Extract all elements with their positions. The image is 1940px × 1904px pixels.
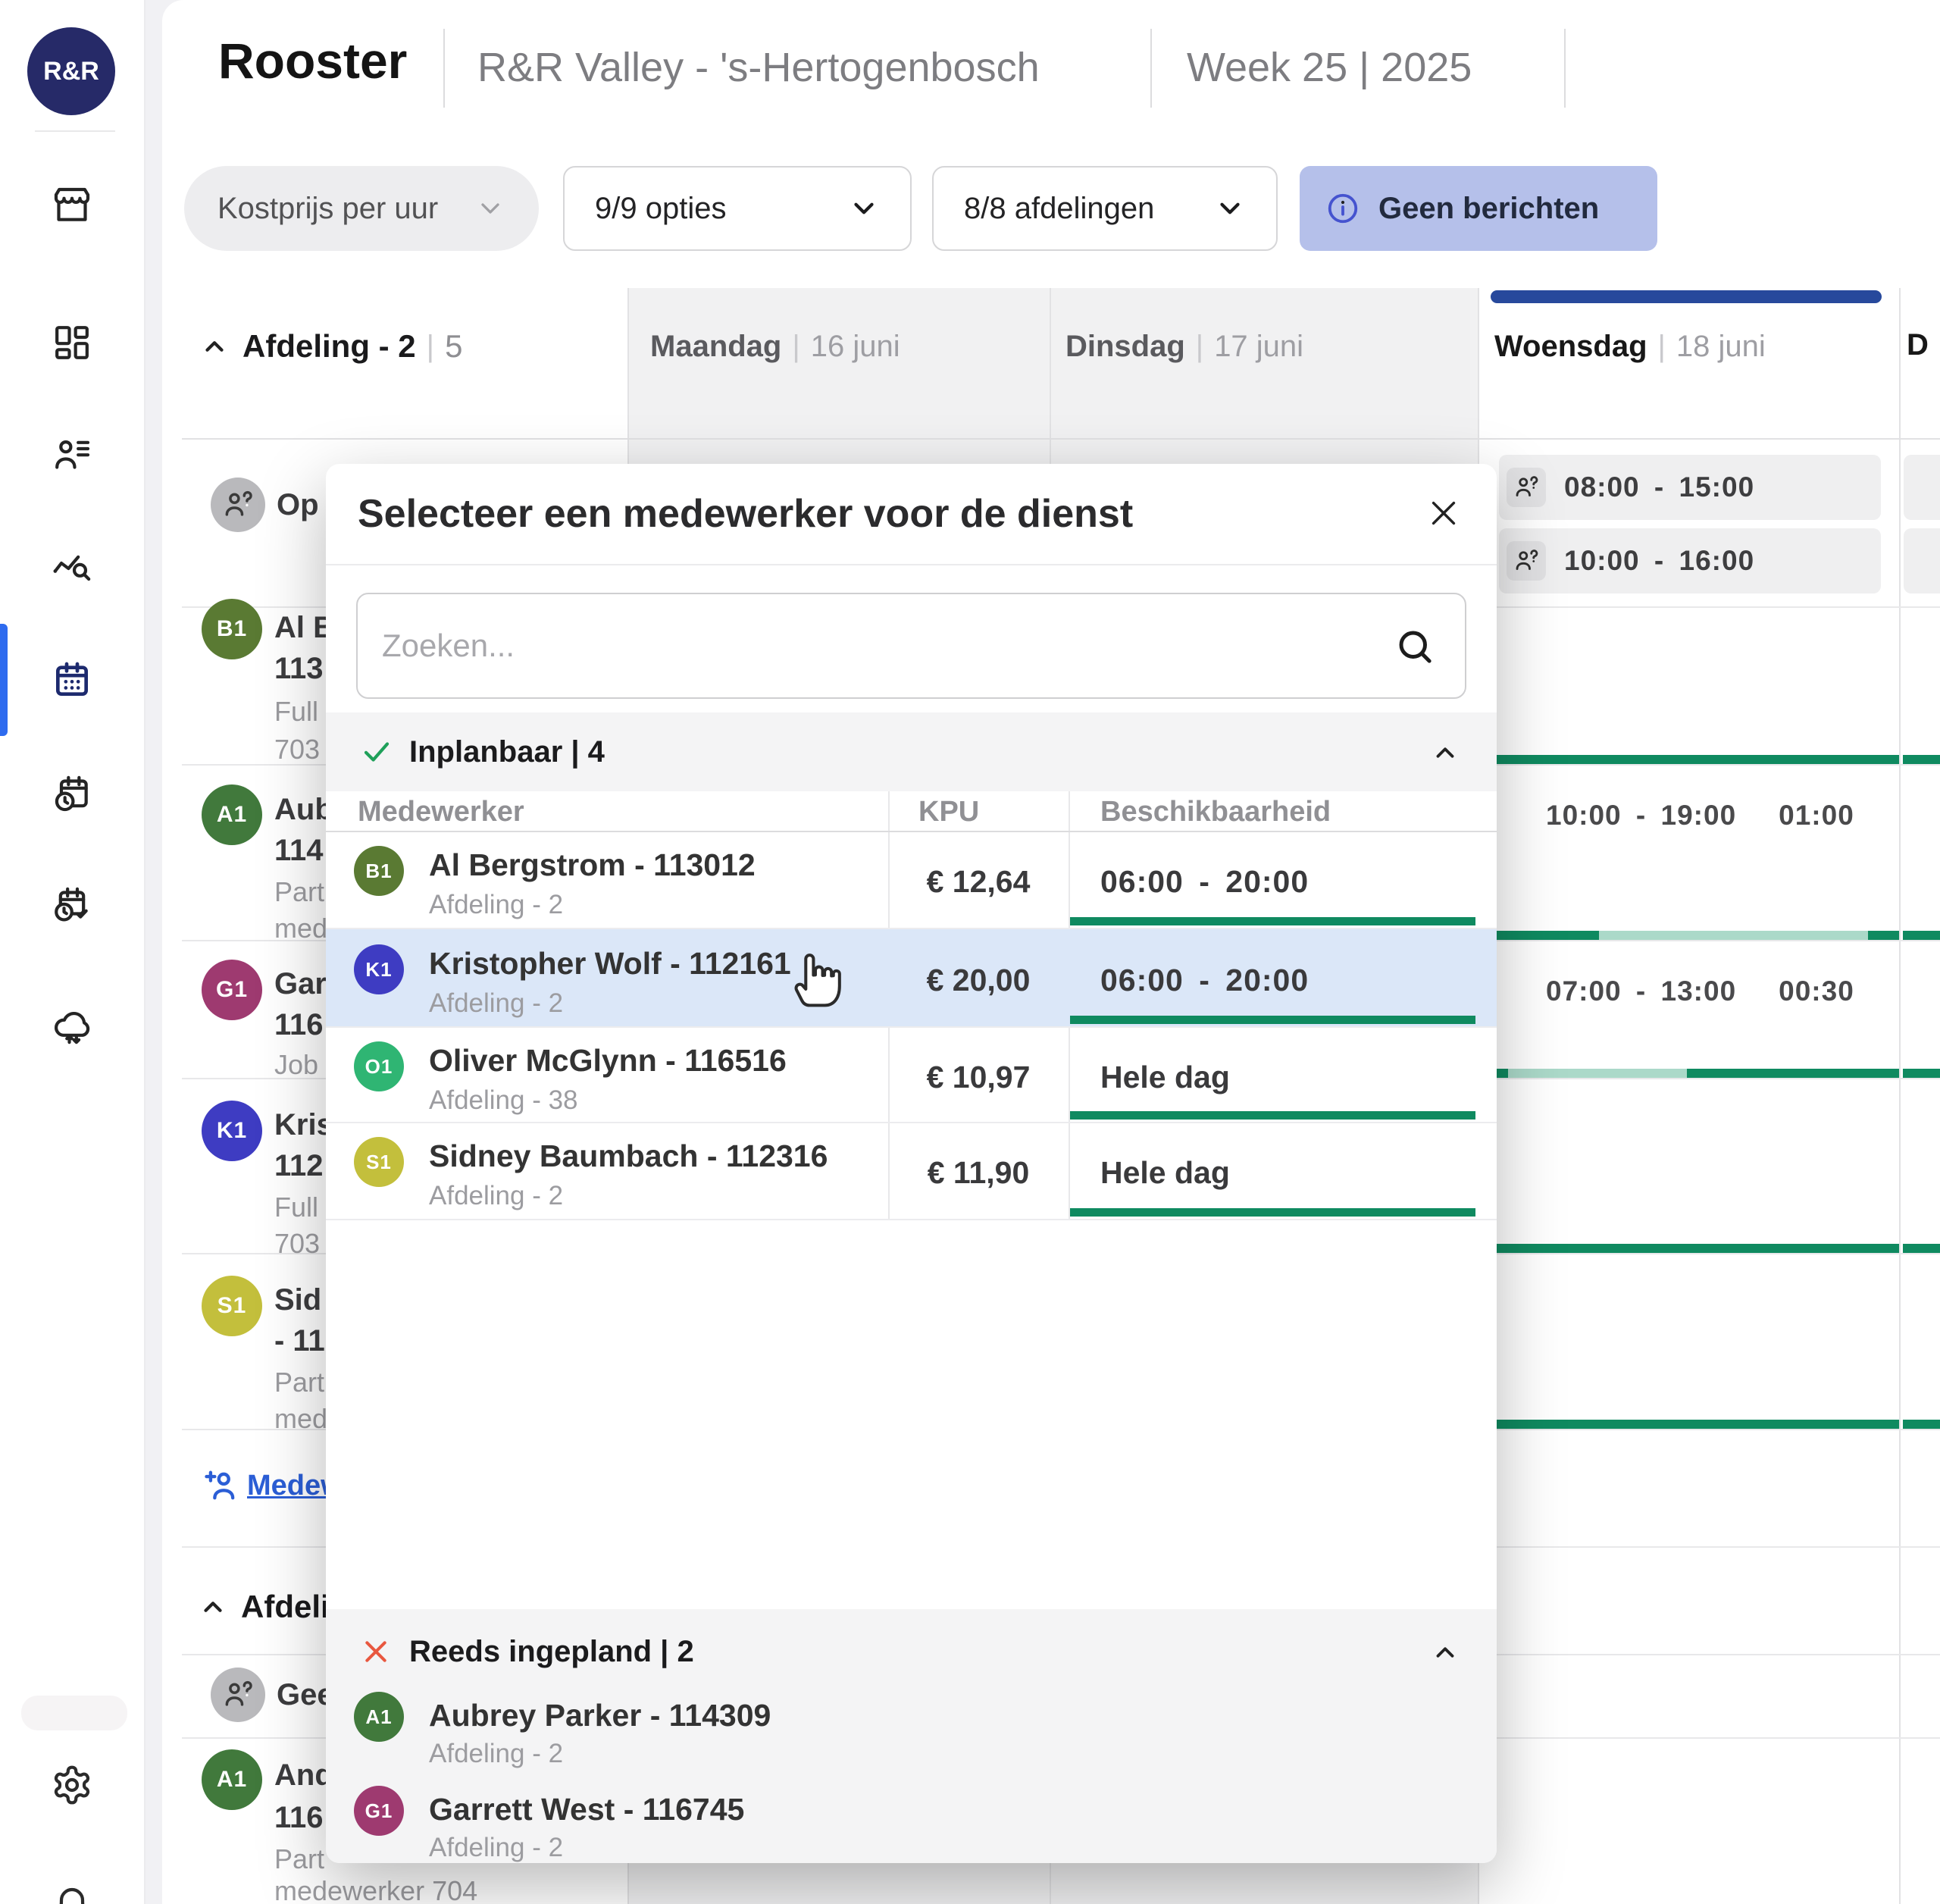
shift-entry[interactable]: 07:00 - 13:00 00:30 bbox=[1546, 975, 1854, 1007]
scheduled-section: Reeds ingepland | 2 A1 Aubrey Parker - 1… bbox=[326, 1609, 1497, 1863]
cost-per-hour-dropdown[interactable]: Kostprijs per uur bbox=[184, 166, 539, 251]
open-shift-card[interactable]: 10:00 - 16:00 bbox=[1499, 528, 1881, 593]
header-divider bbox=[1150, 29, 1152, 108]
open-shift-card[interactable]: 08:00 - 15:00 bbox=[1499, 455, 1881, 520]
info-icon bbox=[1328, 193, 1358, 224]
add-employee-link[interactable]: Medew bbox=[202, 1463, 343, 1508]
bell-icon[interactable] bbox=[51, 1884, 93, 1904]
calendar-clock-icon[interactable] bbox=[51, 773, 93, 816]
chevron-up-icon bbox=[200, 332, 229, 361]
week-label: Week 25 | 2025 bbox=[1187, 45, 1472, 90]
settings-icon[interactable] bbox=[51, 1764, 93, 1806]
person-question-badge bbox=[1507, 468, 1546, 507]
x-icon bbox=[365, 1641, 386, 1662]
department-group-header-2[interactable]: Afdeli bbox=[199, 1589, 330, 1625]
availability-underline bbox=[1070, 1111, 1475, 1120]
close-icon[interactable] bbox=[1426, 496, 1461, 531]
availability-underline bbox=[1070, 1208, 1475, 1217]
calendar-icon-active[interactable] bbox=[51, 659, 93, 701]
person-question-icon bbox=[1516, 476, 1538, 496]
calendar-check-clock-icon[interactable] bbox=[51, 885, 93, 927]
search-input[interactable] bbox=[380, 627, 1369, 665]
shift-entry[interactable]: 10:00 - 19:00 01:00 bbox=[1546, 800, 1854, 831]
check-icon bbox=[361, 736, 393, 768]
store-icon[interactable] bbox=[51, 184, 93, 227]
departments-dropdown[interactable]: 8/8 afdelingen bbox=[932, 166, 1278, 251]
column-header-employee: Medewerker bbox=[358, 796, 524, 828]
active-nav-indicator bbox=[0, 624, 8, 736]
chevron-up-icon bbox=[199, 1592, 227, 1621]
chevron-down-icon bbox=[481, 203, 499, 214]
column-header-kpu: KPU bbox=[918, 796, 980, 828]
messages-button[interactable]: Geen berichten bbox=[1300, 166, 1657, 251]
person-question-icon bbox=[1516, 550, 1538, 570]
employees-icon[interactable] bbox=[51, 433, 93, 475]
select-employee-modal: Selecteer een medewerker voor de dienst … bbox=[326, 464, 1497, 1863]
dashboard-icon[interactable] bbox=[51, 321, 93, 364]
column-header-availability: Beschikbaarheid bbox=[1100, 796, 1331, 828]
chevron-down-icon bbox=[1214, 193, 1246, 224]
sidebar-tooltip-remnant bbox=[21, 1696, 127, 1730]
header-divider bbox=[1564, 29, 1566, 108]
analytics-icon[interactable] bbox=[51, 547, 93, 590]
department-group-header[interactable]: Afdeling - 2 | 5 bbox=[200, 328, 462, 365]
chevron-up-icon[interactable] bbox=[1431, 1638, 1460, 1667]
cloud-sync-icon[interactable] bbox=[51, 1004, 93, 1047]
header-divider bbox=[443, 29, 445, 108]
search-box bbox=[356, 593, 1466, 699]
app-logo: R&R bbox=[27, 27, 115, 115]
logo-divider bbox=[35, 130, 115, 132]
cursor-pointer-icon bbox=[794, 954, 841, 1007]
modal-title: Selecteer een medewerker voor de dienst bbox=[358, 492, 1134, 536]
page-title: Rooster bbox=[218, 33, 408, 89]
schedulable-section-header[interactable]: Inplanbaar | 4 bbox=[326, 712, 1497, 791]
person-question-badge bbox=[1507, 541, 1546, 581]
availability-underline bbox=[1070, 1016, 1475, 1024]
chevron-up-icon[interactable] bbox=[1431, 738, 1460, 767]
availability-underline bbox=[1070, 917, 1475, 925]
scheduled-section-header[interactable]: Reeds ingepland | 2 bbox=[326, 1627, 1497, 1676]
chevron-down-icon bbox=[848, 193, 880, 224]
options-dropdown[interactable]: 9/9 opties bbox=[563, 166, 912, 251]
sidebar: R&R bbox=[0, 0, 146, 1904]
location-breadcrumb: R&R Valley - 's-Hertogenbosch bbox=[477, 45, 1040, 90]
add-user-icon bbox=[202, 1466, 241, 1505]
search-icon[interactable] bbox=[1394, 626, 1435, 667]
